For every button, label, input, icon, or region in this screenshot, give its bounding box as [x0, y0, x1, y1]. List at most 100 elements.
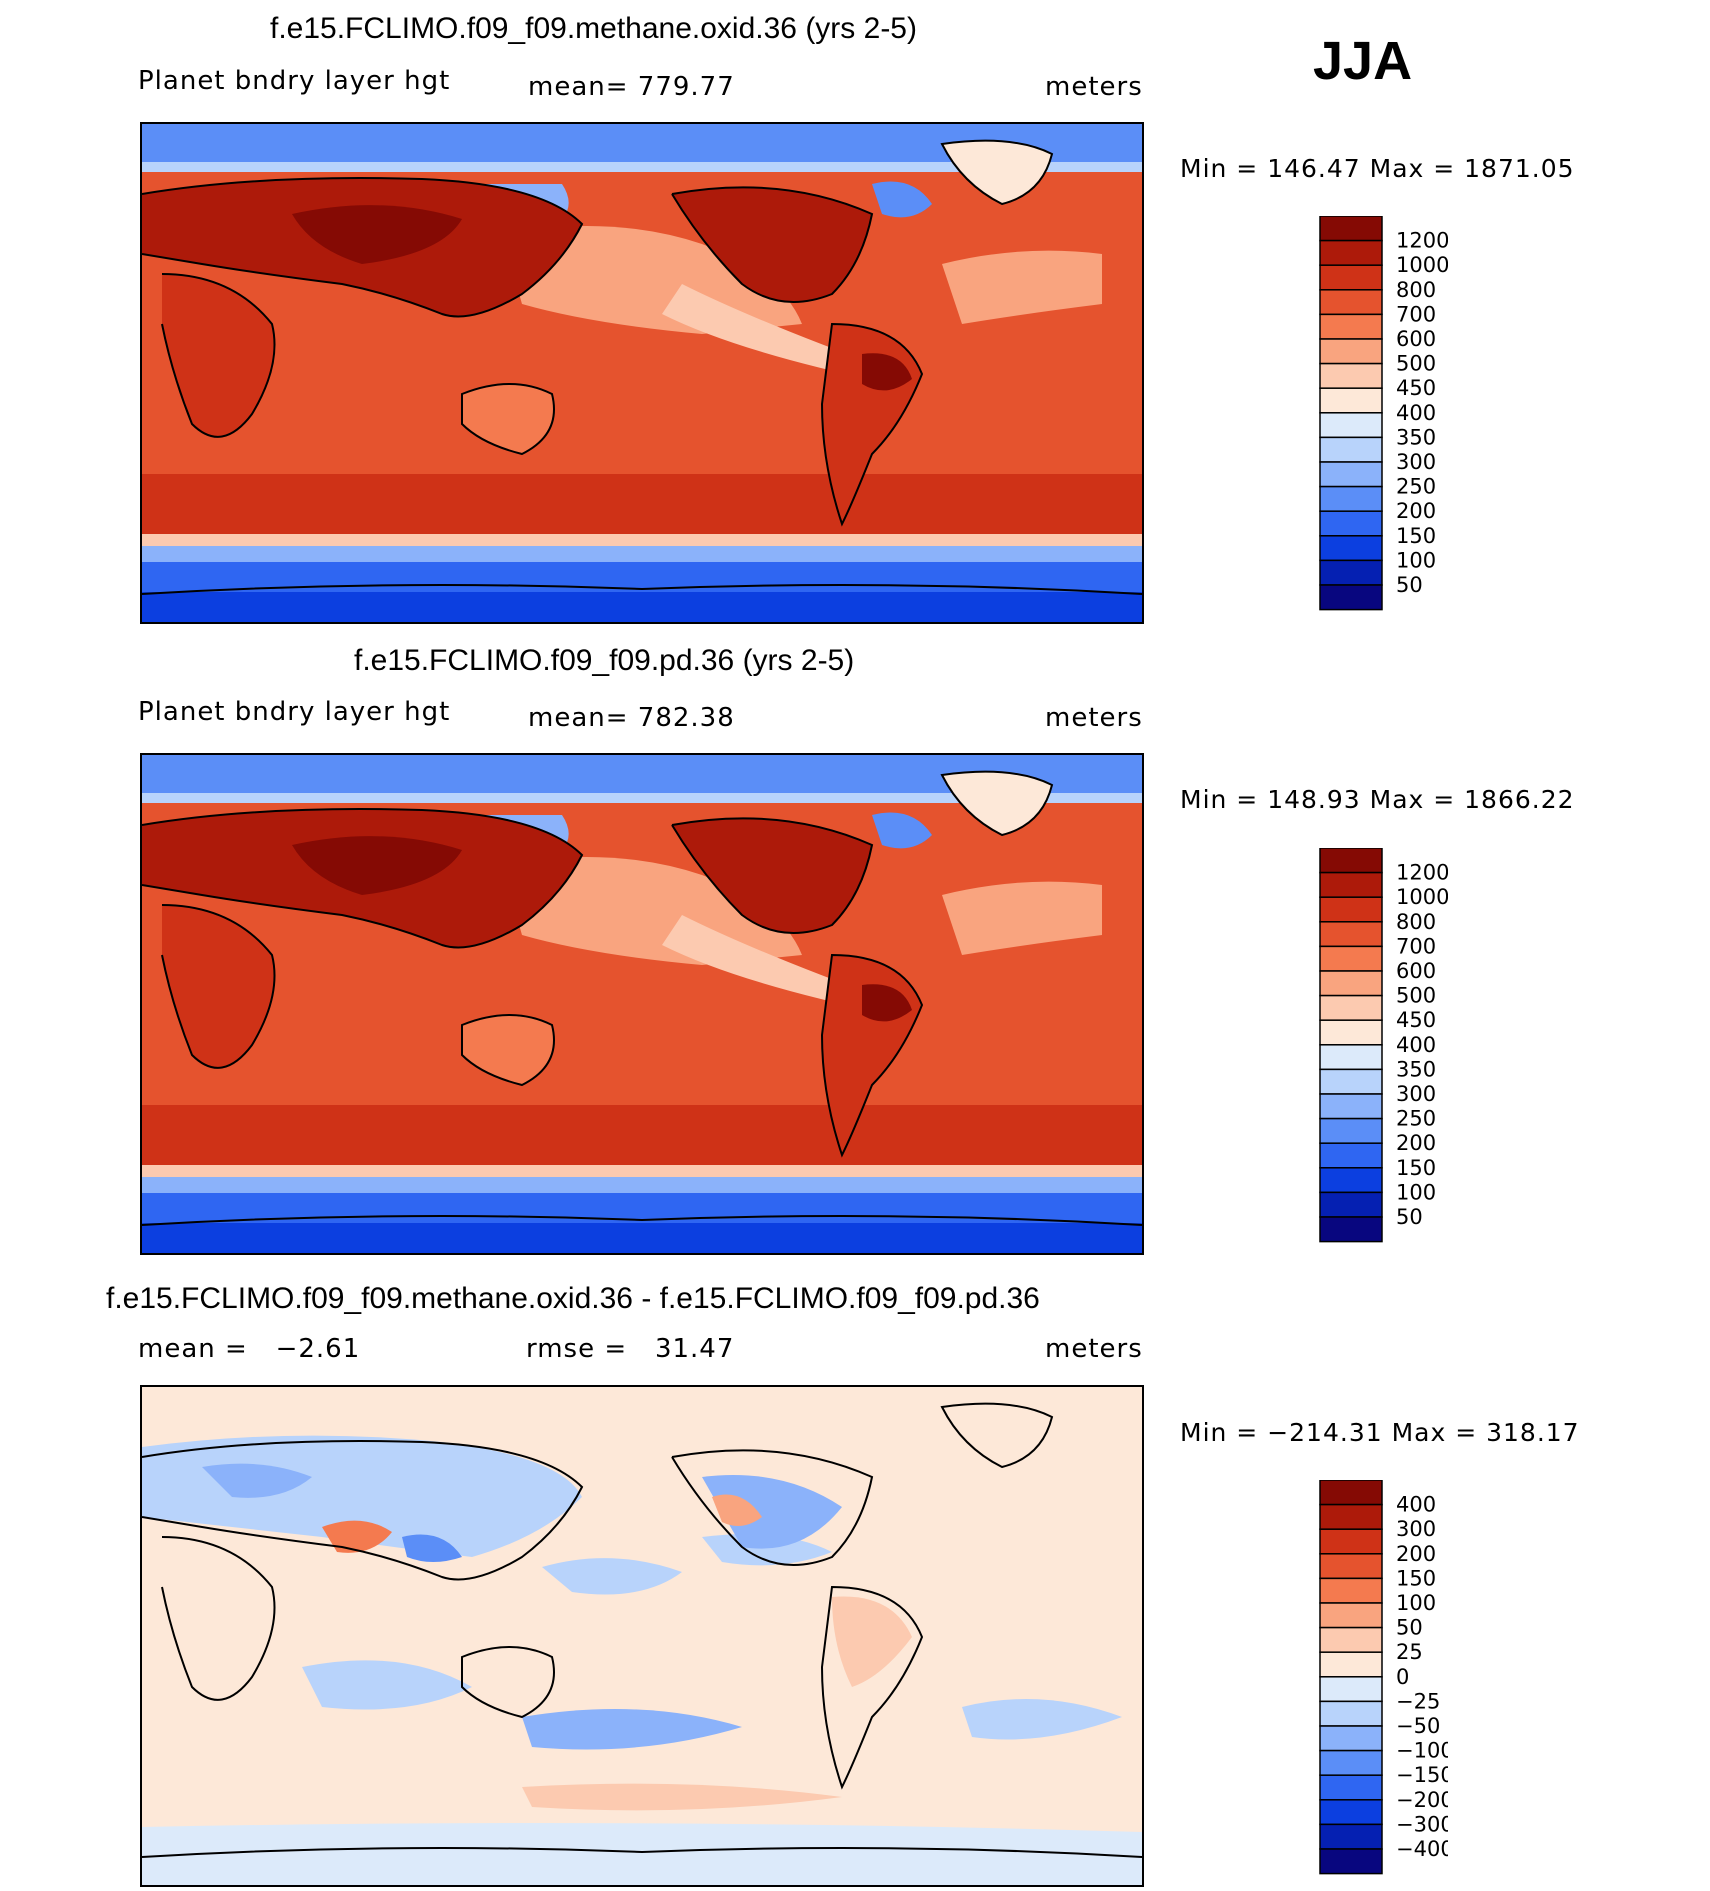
colorbar-swatch [1319, 1626, 1383, 1653]
panel3-coastline-greenland [940, 1402, 1054, 1469]
panel2-coastline-australia [461, 1014, 555, 1087]
panel2-atlantic-light [942, 881, 1102, 955]
panel3-namerica-neg [702, 1475, 842, 1549]
panel3-coastline-eurasia [142, 1440, 584, 1581]
colorbar-tick-label: 0 [1396, 1665, 1409, 1689]
panel2-map [140, 753, 1144, 1255]
colorbar-tick-label: 1200 [1396, 861, 1448, 885]
panel2-min-max: Min = 148.93 Max = 1866.22 [1180, 785, 1575, 814]
panel2-south-light-band [142, 1165, 1142, 1177]
colorbar-swatch [1319, 1167, 1383, 1194]
panel1-variable-label: Planet bndry layer hgt [138, 66, 451, 96]
panel3-antarctic-neg [142, 1823, 1142, 1885]
colorbar-swatch [1319, 994, 1383, 1021]
panel2-australia [462, 1015, 554, 1085]
panel1-south-blue-band [142, 546, 1142, 562]
panel3-south-pacific-neg [302, 1660, 472, 1710]
panel3-tibet-pos [322, 1520, 392, 1553]
colorbar-tick-label: 250 [1396, 475, 1436, 499]
colorbar-tick-label: 50 [1396, 1205, 1423, 1229]
colorbar-swatch [1319, 1142, 1383, 1169]
panel1-coastline-namerica [671, 186, 874, 303]
colorbar-tick-label: 25 [1396, 1640, 1423, 1664]
panel1-coastline-samerica [820, 322, 924, 527]
colorbar-tick-label: 700 [1396, 302, 1436, 326]
panel3-south-atlantic-neg [962, 1699, 1122, 1740]
panel1-africa [162, 274, 275, 437]
panel3-coastline-namerica [671, 1449, 874, 1566]
colorbar-swatch [1319, 239, 1383, 266]
panel3-pacific-neg-2 [702, 1534, 832, 1566]
panel2-mean-label: mean= 782.38 [528, 703, 735, 733]
panel1-colorbar: 1200100080070060050045040035030025020015… [1319, 216, 1448, 611]
colorbar-swatch [1319, 338, 1383, 365]
panel1-south-deep-band [142, 474, 1142, 534]
panel2-amazon [862, 984, 912, 1022]
colorbar-swatch [1319, 289, 1383, 316]
panel3-namerica-pos [712, 1494, 762, 1526]
colorbar-tick-label: 400 [1396, 1033, 1436, 1057]
season-label: JJA [1313, 31, 1413, 91]
colorbar-tick-label: 500 [1396, 352, 1436, 376]
colorbar-swatch [1319, 387, 1383, 414]
colorbar-tick-label: 800 [1396, 910, 1436, 934]
colorbar-tick-label: −150 [1396, 1763, 1448, 1787]
colorbar-tick-label: 400 [1396, 401, 1436, 425]
colorbar-tick-label: 800 [1396, 278, 1436, 302]
panel3-polar-neutral [142, 1387, 1142, 1417]
colorbar-swatch [1319, 1528, 1383, 1555]
colorbar-tick-label: 1000 [1396, 253, 1448, 277]
colorbar-swatch [1319, 1602, 1383, 1629]
panel1-greenland [942, 140, 1052, 204]
colorbar-swatch [1319, 945, 1383, 972]
colorbar-swatch [1319, 1044, 1383, 1071]
panel3-coastline-samerica [820, 1585, 924, 1790]
colorbar-swatch [1319, 1725, 1383, 1752]
colorbar-swatch [1319, 485, 1383, 512]
colorbar-swatch [1319, 216, 1383, 242]
colorbar-tick-label: 350 [1396, 425, 1436, 449]
colorbar-tick-label: −300 [1396, 1812, 1448, 1836]
colorbar-swatch [1319, 1480, 1383, 1506]
panel2-coastline-samerica [820, 953, 924, 1158]
panel3-title: f.e15.FCLIMO.f09_f09.methane.oxid.36 - f… [106, 1282, 1040, 1315]
colorbar-swatch [1319, 871, 1383, 898]
panel2-south-deep-band [142, 1105, 1142, 1165]
panel2-hudson [872, 812, 932, 849]
panel3-eurasia-strongneg [202, 1463, 312, 1498]
colorbar-swatch [1319, 1651, 1383, 1678]
colorbar-tick-label: 1000 [1396, 885, 1448, 909]
panel3-coastline-australia [461, 1646, 555, 1719]
colorbar-tick-label: 100 [1396, 1591, 1436, 1615]
colorbar-swatch [1319, 1553, 1383, 1580]
colorbar-tick-label: 100 [1396, 1180, 1436, 1204]
colorbar-tick-label: 600 [1396, 327, 1436, 351]
colorbar-swatch [1319, 921, 1383, 948]
colorbar-tick-label: 300 [1396, 450, 1436, 474]
colorbar-tick-label: 1200 [1396, 229, 1448, 253]
panel2-greenland [942, 771, 1052, 835]
panel3-samerica-pos [832, 1596, 912, 1687]
panel1-coastline-australia [461, 383, 555, 456]
colorbar-swatch [1319, 1676, 1383, 1703]
colorbar-tick-label: 50 [1396, 1616, 1423, 1640]
colorbar-tick-label: −400 [1396, 1837, 1448, 1861]
colorbar-tick-label: 500 [1396, 984, 1436, 1008]
colorbar-tick-label: 400 [1396, 1493, 1436, 1517]
colorbar-tick-label: −200 [1396, 1788, 1448, 1812]
panel1-arctic-band-light [142, 162, 1142, 172]
colorbar-swatch [1319, 1117, 1383, 1144]
panel1-coastline-africa [161, 273, 276, 438]
colorbar-tick-label: 350 [1396, 1057, 1436, 1081]
panel2-coastline-greenland [940, 770, 1054, 837]
panel2-coastline-namerica [671, 817, 874, 934]
colorbar-tick-label: 450 [1396, 376, 1436, 400]
panel2-south-blue-band [142, 1177, 1142, 1193]
panel3-units-label: meters [1045, 1334, 1143, 1364]
panel1-antarctic-coast [142, 584, 1142, 595]
colorbar-swatch [1319, 1503, 1383, 1530]
panel3-colorbar: 40030020015010050250−25−50−100−150−200−3… [1319, 1480, 1448, 1875]
colorbar-swatch [1319, 970, 1383, 997]
colorbar-tick-label: 600 [1396, 959, 1436, 983]
colorbar-swatch [1319, 1093, 1383, 1120]
